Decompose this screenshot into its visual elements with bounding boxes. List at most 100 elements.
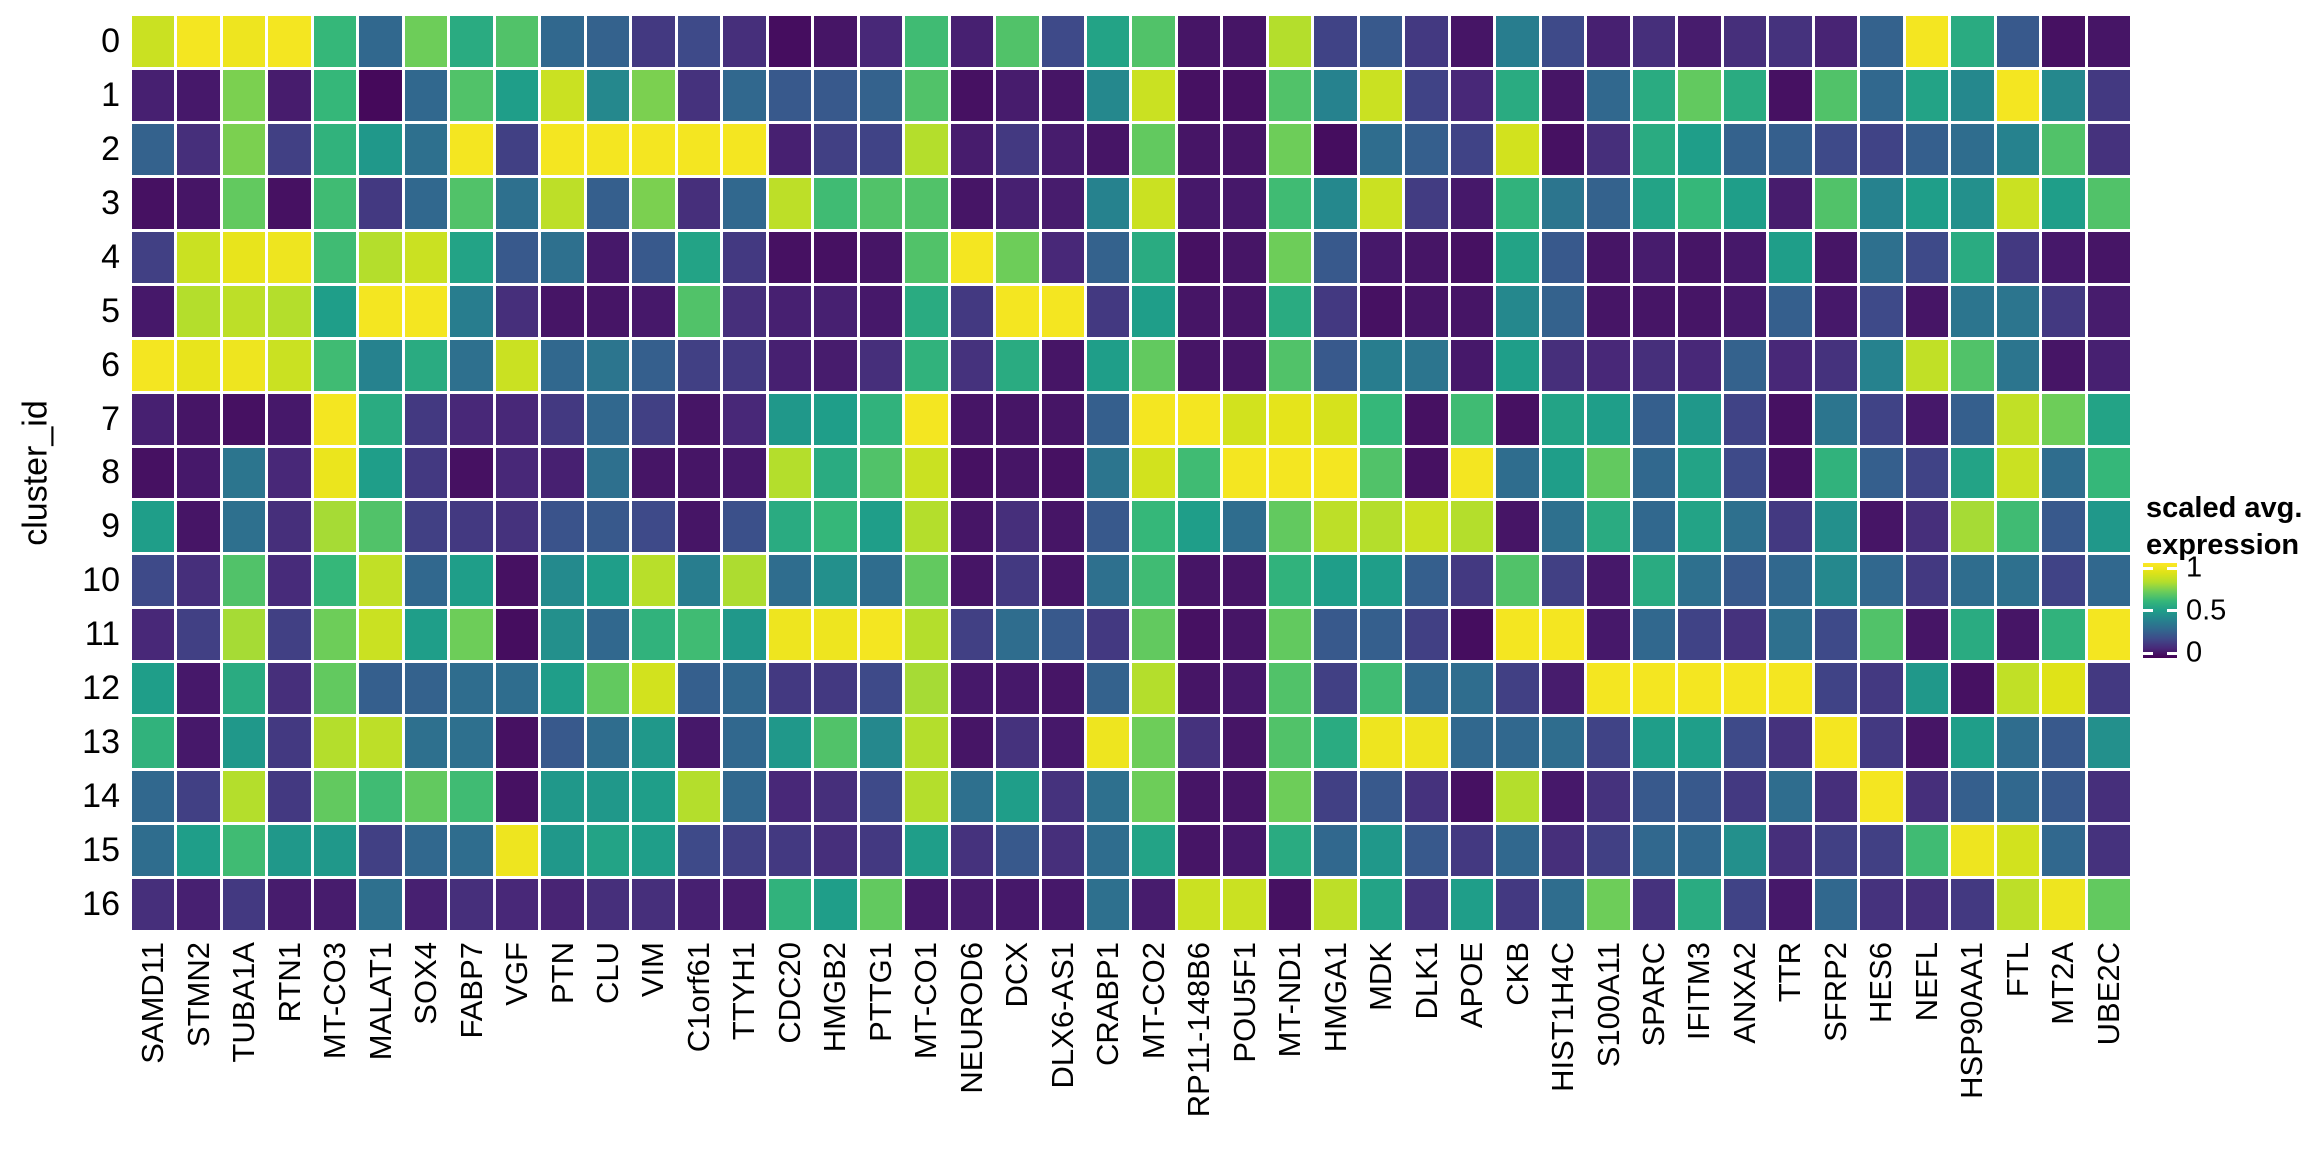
heatmap-cell [132,447,175,499]
heatmap-cell [1632,339,1676,391]
heatmap-cell [677,555,721,607]
heatmap-cell [1814,447,1858,499]
y-tick-label: 2 [101,129,120,168]
heatmap-cell [1041,771,1085,823]
y-tick-label: 7 [101,399,120,438]
heatmap-cell [1268,285,1312,337]
heatmap-cell [313,879,357,930]
heatmap-cell [1632,16,1676,67]
heatmap-cell [1951,609,1994,661]
x-tick-label: FABP7 [453,942,489,1039]
heatmap-cell [814,339,857,391]
heatmap-cell [268,16,311,67]
heatmap-cell [1769,69,1812,121]
heatmap-cell [1223,69,1266,121]
heatmap-cell [1860,555,1903,607]
heatmap-cell [177,339,220,391]
heatmap-cell [1723,609,1767,661]
heatmap-cell [632,771,675,823]
heatmap-cell [1268,609,1312,661]
heatmap-grid [132,16,2130,930]
heatmap-cell [1405,177,1448,229]
heatmap-cell [1268,393,1312,445]
heatmap-cell [1496,771,1539,823]
x-tick-label: NEFL [1908,942,1944,1022]
x-tick-label: HES6 [1863,942,1899,1023]
heatmap-cell [2087,285,2130,337]
heatmap-cell [2042,285,2085,337]
heatmap-cell [1723,717,1767,769]
heatmap-cell [1723,555,1767,607]
heatmap-cell [177,69,220,121]
heatmap-cell [541,609,584,661]
heatmap-cell [586,231,630,283]
heatmap-cell [359,555,402,607]
heatmap-cell [632,231,675,283]
x-tick-label: POU5F1 [1226,942,1262,1063]
heatmap-cell [1769,231,1812,283]
heatmap-cell [2042,609,2085,661]
heatmap-cell [1769,123,1812,175]
x-tick-label: UBE2C [2090,942,2126,1046]
heatmap-cell [1860,177,1903,229]
x-tick-label: TTYH1 [726,942,762,1041]
heatmap-cell [1314,393,1357,445]
heatmap-cell [222,69,266,121]
heatmap-cell [132,663,175,715]
heatmap-cell [1405,879,1448,930]
heatmap-cell [2087,825,2130,877]
legend-tick-label: 1 [2186,551,2203,584]
heatmap-cell [814,771,857,823]
heatmap-cell [905,339,948,391]
heatmap-cell [1041,339,1085,391]
heatmap-cell [1541,825,1585,877]
heatmap-cell [132,177,175,229]
heatmap-cell [1314,771,1357,823]
x-tick-label: VGF [499,942,535,1006]
heatmap-cell [1860,771,1903,823]
heatmap-cell [1041,285,1085,337]
heatmap-cell [1951,123,1994,175]
heatmap-cell [1723,339,1767,391]
heatmap-cell [313,177,357,229]
heatmap-cell [359,501,402,553]
heatmap-cell [132,339,175,391]
heatmap-cell [359,393,402,445]
heatmap-cell [222,339,266,391]
heatmap-cell [1769,501,1812,553]
heatmap-cell [1723,16,1767,67]
heatmap-cell [1814,69,1858,121]
heatmap-cell [677,825,721,877]
heatmap-cell [1587,285,1630,337]
heatmap-cell [859,393,903,445]
heatmap-cell [2042,69,2085,121]
heatmap-cell [404,663,448,715]
heatmap-cell [1496,663,1539,715]
heatmap-cell [677,663,721,715]
heatmap-cell [1541,555,1585,607]
heatmap-cell [1951,879,1994,930]
heatmap-cell [1951,501,1994,553]
heatmap-cell [632,825,675,877]
heatmap-cell [222,177,266,229]
heatmap-cell [132,123,175,175]
heatmap-cell [814,717,857,769]
heatmap-cell [1587,69,1630,121]
heatmap-cell [177,879,220,930]
heatmap-cell [1177,177,1221,229]
heatmap-cell [1405,447,1448,499]
heatmap-cell [768,123,812,175]
heatmap-cell [222,717,266,769]
x-tick-label: CDC20 [771,942,807,1044]
heatmap-cell [1177,501,1221,553]
heatmap-cell [268,555,311,607]
heatmap-cell [950,393,994,445]
heatmap-cell [950,717,994,769]
y-tick-label: 6 [101,345,120,384]
heatmap-cell [1223,285,1266,337]
heatmap-cell [905,16,948,67]
heatmap-cell [1132,717,1175,769]
heatmap-cell [450,825,493,877]
heatmap-cell [1268,177,1312,229]
heatmap-cell [632,663,675,715]
